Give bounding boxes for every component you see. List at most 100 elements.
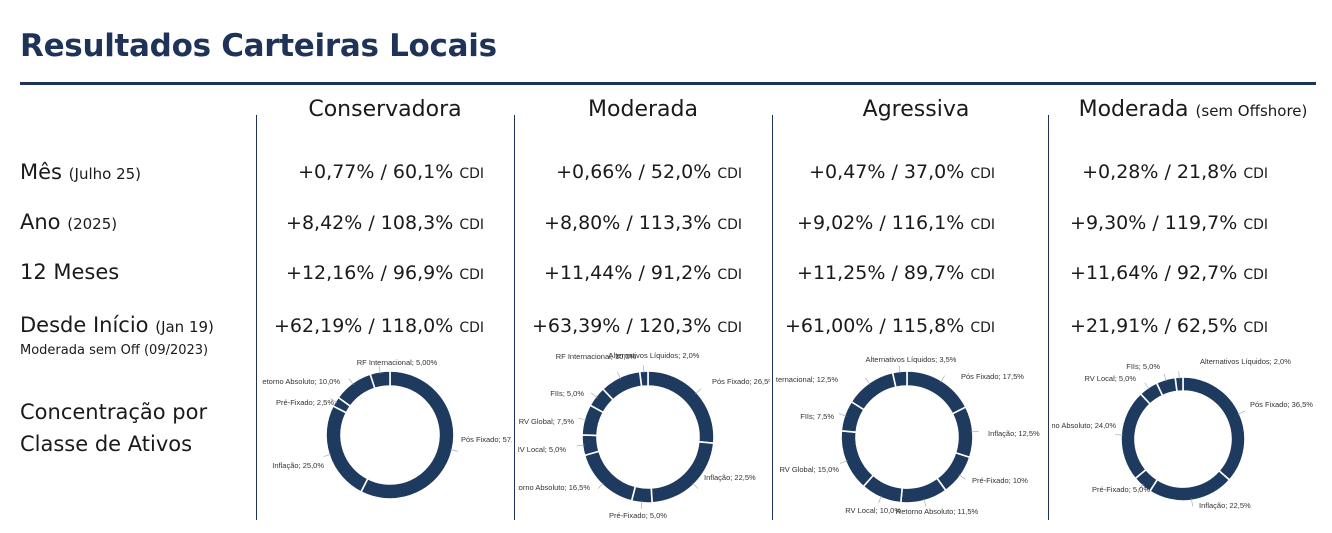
donut-slice-label: RF Internacional; 5,00% bbox=[357, 358, 438, 367]
donut-slice-label: RF Internacional; 12,5% bbox=[776, 375, 838, 384]
donut-leader-line bbox=[1191, 498, 1193, 507]
donut-slice bbox=[951, 405, 974, 459]
column-header-name: Agressiva bbox=[862, 97, 970, 122]
cdi-unit: CDI bbox=[970, 166, 995, 182]
donut-slice-label: RV Global; 7,5% bbox=[519, 417, 575, 426]
cdi-unit: CDI bbox=[1243, 217, 1268, 233]
donut-slice bbox=[1120, 392, 1152, 480]
donut-slice bbox=[325, 404, 369, 494]
value-cell: +63,39% / 120,3% CDI bbox=[532, 315, 742, 337]
column-header-sub: (sem Offshore) bbox=[1195, 102, 1308, 120]
donut-chart-agressiva: Pós Fixado; 17,5% Inflação; 12,5% Pré-Fixa… bbox=[776, 355, 1040, 516]
value-text: +8,42% / 108,3% bbox=[286, 212, 454, 234]
cdi-unit: CDI bbox=[459, 166, 484, 182]
value-text: +9,02% / 116,1% bbox=[797, 212, 965, 234]
row-label-text: Mês bbox=[20, 160, 62, 184]
donut-slice bbox=[369, 370, 391, 390]
donut-leader-line bbox=[617, 371, 622, 380]
concentration-label: Concentração por Classe de Ativos bbox=[20, 396, 207, 460]
donut-slice bbox=[850, 371, 897, 411]
cdi-unit: CDI bbox=[1243, 320, 1268, 336]
donut-leader-line bbox=[940, 375, 945, 383]
donut-leader-line bbox=[1137, 483, 1144, 491]
row-label-text: Ano bbox=[20, 210, 61, 234]
donut-leader-line bbox=[878, 495, 882, 504]
cdi-unit: CDI bbox=[717, 320, 742, 336]
row-label-ano: Ano (2025) bbox=[20, 210, 117, 234]
value-cell: +11,44% / 91,2% CDI bbox=[544, 262, 742, 284]
donut-leader-line bbox=[1144, 382, 1150, 390]
value-cell: +61,00% / 115,8% CDI bbox=[785, 315, 995, 337]
donut-leader-line bbox=[1115, 434, 1124, 436]
value-text: +12,16% / 96,9% bbox=[286, 262, 454, 284]
donut-slice bbox=[906, 370, 967, 415]
donut-slice-label: FIIs; 7,5% bbox=[800, 412, 834, 421]
column-divider bbox=[1048, 115, 1049, 520]
value-text: +0,66% / 52,0% bbox=[556, 161, 712, 183]
donut-leader-line bbox=[640, 500, 643, 509]
donut-slice-label: Pré-Fixado; 2,5% bbox=[276, 398, 334, 407]
donut-leader-line bbox=[865, 377, 871, 385]
donut-slice bbox=[583, 450, 637, 502]
row-label-sub: (2025) bbox=[67, 215, 118, 233]
value-cell: +62,19% / 118,0% CDI bbox=[274, 315, 484, 337]
value-cell: +8,42% / 108,3% CDI bbox=[286, 212, 484, 234]
cdi-unit: CDI bbox=[970, 267, 995, 283]
donut-leader-line bbox=[330, 398, 338, 403]
column-header-name: Conservadora bbox=[308, 97, 462, 122]
donut-leader-line bbox=[958, 474, 966, 480]
value-text: +0,47% / 37,0% bbox=[809, 161, 965, 183]
row-label-sub: (Jan 19) bbox=[155, 318, 214, 336]
cdi-unit: CDI bbox=[717, 166, 742, 182]
title-underline bbox=[20, 82, 1316, 85]
value-text: +63,39% / 120,3% bbox=[531, 315, 712, 337]
value-cell: +9,30% / 119,7% CDI bbox=[1070, 212, 1268, 234]
donut-leader-line bbox=[838, 413, 847, 417]
donut-leader-line bbox=[839, 460, 848, 464]
value-cell: +11,25% / 89,7% CDI bbox=[797, 262, 995, 284]
value-text: +62,19% / 118,0% bbox=[273, 315, 454, 337]
value-text: +11,64% / 92,7% bbox=[1070, 262, 1238, 284]
row-label-mes: Mês (Julho 25) bbox=[20, 160, 141, 184]
donut-leader-line bbox=[923, 498, 927, 507]
value-cell: +0,77% / 60,1% CDI bbox=[298, 161, 484, 183]
value-cell: +0,66% / 52,0% CDI bbox=[556, 161, 742, 183]
donut-leader-line bbox=[970, 431, 979, 433]
donut-slice-label: RV Global; 15,0% bbox=[780, 465, 840, 474]
donut-slice bbox=[638, 370, 649, 388]
inception-note: Moderada sem Off (09/2023) bbox=[20, 343, 209, 358]
donut-slice-label: Retorno Absoluto; 11,5% bbox=[896, 507, 979, 516]
cdi-unit: CDI bbox=[459, 217, 484, 233]
donut-slice-label: Inflação; 22,5% bbox=[1199, 501, 1251, 510]
donut-slice-label: Pré-Fixado; 5,0% bbox=[609, 511, 667, 520]
donut-leader-line bbox=[1237, 410, 1246, 415]
column-divider bbox=[256, 115, 257, 520]
donut-leader-line bbox=[576, 444, 585, 447]
donut-slice-label: Retorno Absoluto; 24,0% bbox=[1052, 421, 1116, 430]
column-divider bbox=[514, 115, 515, 520]
value-cell: +0,47% / 37,0% CDI bbox=[809, 161, 995, 183]
cdi-unit: CDI bbox=[1243, 267, 1268, 283]
donut-slice-label: FIIs; 5,0% bbox=[1126, 362, 1160, 371]
concentration-label-line: Classe de Ativos bbox=[20, 432, 193, 456]
donut-slice bbox=[840, 429, 875, 488]
donut-leader-line bbox=[578, 417, 587, 421]
donut-leader-line bbox=[898, 365, 901, 374]
donut-slice-label: Pós Fixado; 57,5% bbox=[461, 435, 512, 444]
donut-leader-line bbox=[348, 378, 354, 386]
donut-leader-line bbox=[1163, 373, 1167, 382]
donut-leader-line bbox=[450, 449, 459, 452]
cdi-unit: CDI bbox=[459, 267, 484, 283]
donut-slice-label: Inflação; 22,5% bbox=[704, 473, 756, 482]
cdi-unit: CDI bbox=[1243, 166, 1268, 182]
cdi-unit: CDI bbox=[717, 217, 742, 233]
donut-chart-moderada: Pós Fixado; 26,5% Inflação; 22,5% Pré-Fixa… bbox=[518, 351, 770, 520]
donut-slice bbox=[899, 477, 947, 504]
donut-slice-label: Pós Fixado; 36,5% bbox=[1250, 400, 1313, 409]
value-text: +8,80% / 113,3% bbox=[544, 212, 712, 234]
value-text: +0,28% / 21,8% bbox=[1082, 161, 1238, 183]
donut-slice-label: FIIs; 5,0% bbox=[550, 389, 584, 398]
value-cell: +12,16% / 96,9% CDI bbox=[286, 262, 484, 284]
donut-slice-label: RV Local; 5,0% bbox=[1084, 374, 1136, 383]
column-header-moderada-sem-offshore: Moderada (sem Offshore) bbox=[1062, 97, 1324, 122]
